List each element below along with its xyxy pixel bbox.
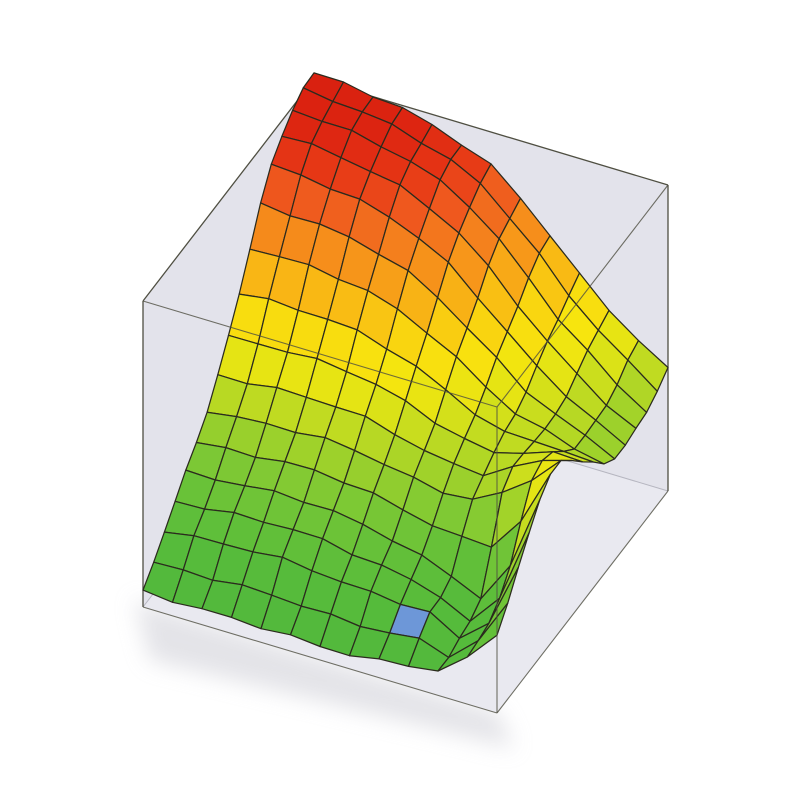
- surface-mesh: [142, 72, 669, 672]
- box-front-edge: [142, 606, 498, 714]
- box-front-edge: [496, 184, 669, 408]
- box-shadow: [135, 600, 514, 748]
- box-front-edge: [496, 490, 669, 714]
- box-front-edge: [142, 300, 498, 408]
- box-back-edge: [142, 78, 315, 302]
- box-front-edges: [142, 184, 669, 714]
